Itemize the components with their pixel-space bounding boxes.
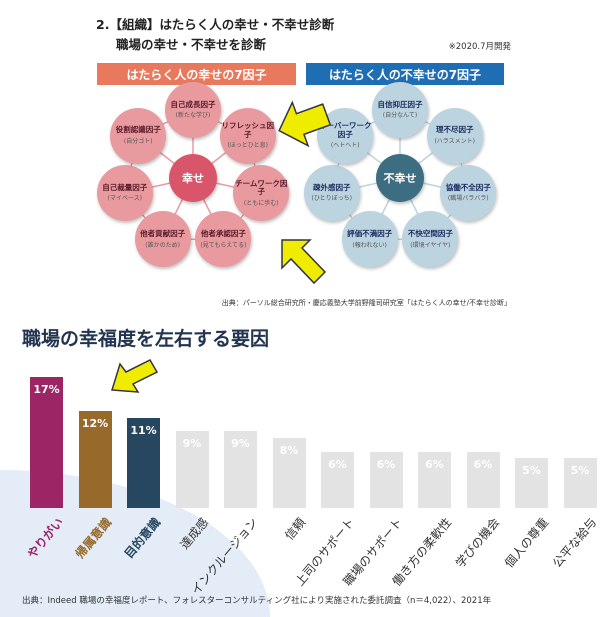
- factor-node: 疎外感因子 (ひとりぼっち): [303, 165, 360, 222]
- bar-value-label: 6%: [425, 457, 444, 471]
- factor-sub: (誰かのため): [145, 241, 180, 249]
- bar: 9%: [224, 431, 257, 508]
- factor-sub: (自分なんて): [382, 112, 418, 120]
- factor-name: 疎外感因子: [313, 182, 351, 192]
- bar-value-label: 5%: [522, 464, 541, 478]
- bar: 9%: [175, 431, 209, 508]
- center-label: 不幸せ: [383, 172, 417, 185]
- bar-value-label: 8%: [279, 444, 299, 457]
- source-note: 出典：パーソル総合研究所・慶応義塾大学前野隆司研究室「はたらく人の幸せ/不幸せ診…: [221, 299, 511, 307]
- section-title: 2.【組織】はたらく人の幸せ・不幸せ診断: [96, 17, 335, 32]
- factor-name: 評価不満因子: [347, 228, 393, 238]
- section-subtitle: 職場の幸せ・不幸せを診断: [116, 37, 267, 52]
- factor-sub: (ひとりぼっち): [311, 195, 352, 203]
- unhappy-center: 不幸せ: [376, 154, 424, 202]
- factor-node: 理不尽因子 (ハラスメント): [426, 107, 483, 164]
- happy-banner: はたらく人の幸せの7因子: [97, 63, 296, 85]
- bar-value-label: 11%: [130, 423, 157, 437]
- factor-name: 理不尽因子: [435, 125, 474, 135]
- bar: 6%: [466, 451, 500, 508]
- factor-sub: (マイペース): [107, 195, 142, 203]
- factor-sub: (環境イヤイヤ): [410, 241, 451, 249]
- bar: 6%: [369, 451, 403, 508]
- factor-name: 他者貢献因子: [140, 228, 186, 238]
- bar-value-label: 17%: [33, 383, 60, 397]
- chart-title: 職場の幸福度を左右する要因: [22, 328, 270, 350]
- bar-value-label: 6%: [328, 457, 347, 471]
- bar: 8%: [272, 438, 306, 508]
- bar-value-label: 5%: [570, 464, 590, 478]
- factor-sub: (ハラスメント): [434, 137, 475, 145]
- bar-value-label: 12%: [81, 417, 109, 430]
- factor-node: チームワーク因子 (ともに歩む): [233, 165, 290, 222]
- factor-name: 自己裁量因子: [102, 182, 148, 192]
- factor-sub: (ヘトヘト): [330, 142, 360, 150]
- bar: 6%: [418, 451, 451, 508]
- factor-sub: (職場バラバラ): [447, 195, 489, 203]
- factor-sub: (ともに歩む): [243, 199, 279, 207]
- factor-node: リフレッシュ因子 (ほっとひと息): [219, 107, 276, 164]
- footer-source: 出典：Indeed 職場の幸福度レポート、フォレスターコンサルティング社により実…: [22, 596, 492, 606]
- factor-name: 自信抑圧因子: [377, 99, 423, 109]
- factor-name: 自己成長因子: [170, 99, 216, 109]
- unhappy-banner: はたらく人の不幸せの7因子: [306, 63, 504, 85]
- factor-sub: (ほっとひと息): [227, 142, 268, 150]
- factor-node: 協働不全因子 (職場バラバラ): [440, 165, 497, 222]
- happy-center: 幸せ: [169, 154, 217, 202]
- bar: 17%: [30, 377, 63, 508]
- factor-name: 役割認識因子: [115, 125, 161, 135]
- factor-name: 他者承認因子: [200, 228, 246, 238]
- bar-value-label: 6%: [376, 457, 396, 471]
- factor-node: 他者貢献因子 (誰かのため): [134, 211, 191, 268]
- bar-value-label: 6%: [473, 457, 493, 471]
- factor-node: 自信抑圧因子 (自分なんて): [372, 82, 428, 138]
- factor-sub: (新たな学び): [175, 112, 211, 120]
- factor-name: リフレッシュ因子: [221, 120, 274, 139]
- factor-name: 不快空間因子: [407, 228, 453, 238]
- bar: 12%: [78, 411, 112, 508]
- release-note: ※2020.7月開発: [448, 42, 511, 52]
- factor-name: 協働不全因子: [445, 182, 491, 192]
- center-label: 幸せ: [182, 172, 204, 185]
- bar: 6%: [321, 451, 354, 508]
- factor-node: 他者承認因子 (見てもらえてる): [195, 211, 252, 268]
- arrow-icon: [281, 239, 327, 285]
- factor-node: 自己裁量因子 (マイペース): [96, 165, 153, 222]
- factor-node: 評価不満因子 (報われない): [341, 211, 398, 268]
- arrow-icon: [111, 359, 159, 393]
- factor-node: 役割認識因子 (自分ゴト): [110, 107, 167, 164]
- factor-node: 自己成長因子 (新たな学び): [165, 82, 221, 138]
- bar-value-label: 9%: [231, 437, 250, 451]
- arrow-icon: [278, 100, 332, 148]
- factor-sub: (見てもらえてる): [200, 241, 247, 249]
- bar: 5%: [515, 458, 548, 508]
- factor-sub: (報われない): [352, 241, 387, 249]
- factor-sub: (自分ゴト): [123, 137, 153, 145]
- factor-name: オーバーワーク因子: [319, 120, 372, 139]
- bar-value-label: 9%: [182, 437, 202, 451]
- bar: 5%: [563, 458, 597, 508]
- factor-node: 不快空間因子 (環境イヤイヤ): [402, 211, 459, 268]
- bar: 11%: [127, 417, 160, 508]
- factor-name: チームワーク因子: [235, 178, 288, 197]
